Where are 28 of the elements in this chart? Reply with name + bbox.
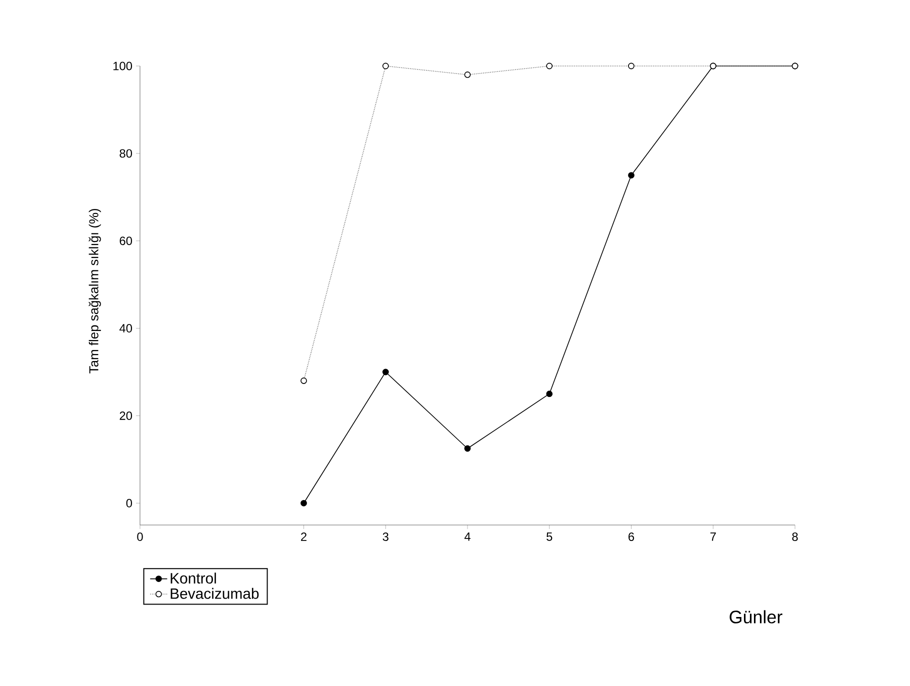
y-tick-label: 40 [119, 324, 132, 333]
point [546, 390, 553, 398]
point [464, 445, 471, 452]
point [382, 368, 389, 376]
x-tick-label: 3 [382, 532, 388, 541]
y-tick-label: 0 [126, 498, 132, 508]
x-tick-label: 0 [137, 532, 143, 541]
point [628, 62, 634, 70]
y-tick-label: 60 [120, 236, 132, 246]
x-tick-label: 8 [792, 532, 798, 541]
x-tick-label: 7 [710, 532, 716, 541]
point [628, 172, 634, 178]
y-tick-label: 100 [113, 62, 132, 70]
point [300, 378, 307, 384]
point [382, 62, 389, 70]
point [300, 500, 307, 506]
x-tick-label: 2 [301, 532, 306, 541]
y-tick-label: 20 [120, 411, 132, 420]
y-tick-label: 80 [120, 149, 132, 158]
x-tick-label: 6 [628, 532, 634, 541]
legend-label: Bevacizumab [170, 588, 259, 599]
x-tick-label: 4 [464, 532, 470, 541]
point [464, 72, 471, 78]
x-tick-label: 5 [546, 532, 552, 541]
x-axis-title: Günler [730, 610, 782, 624]
point [546, 62, 553, 70]
y-axis-title: Tam flep sağkalım sıklığı (%) [88, 208, 101, 374]
legend-label: Kontrol [170, 572, 216, 584]
